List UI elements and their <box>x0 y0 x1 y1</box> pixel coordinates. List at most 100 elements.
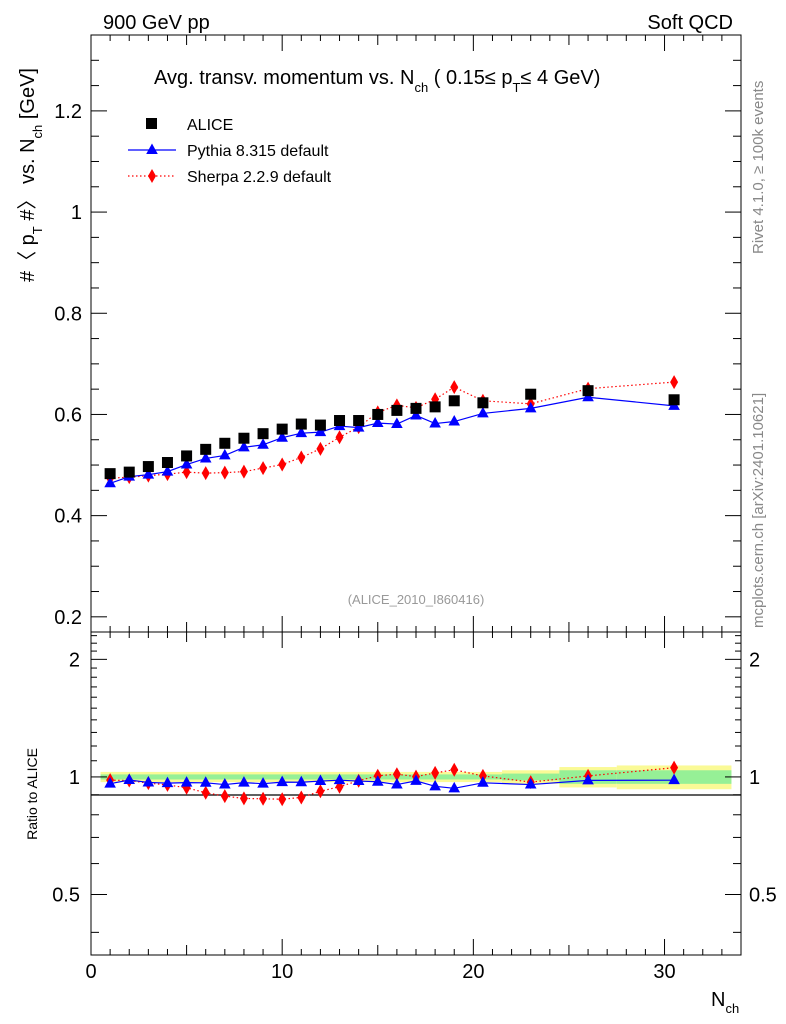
alice-point <box>525 388 537 400</box>
main-y-tick-labels: 0.2 0.4 0.6 0.8 1 1.2 <box>54 101 82 629</box>
alice-point <box>334 415 346 427</box>
ratio-pythia-point <box>104 777 116 788</box>
pythia-point <box>180 458 193 469</box>
ratio-pythia-point <box>582 773 594 785</box>
ratio-pythia-point <box>161 776 174 788</box>
alice-point <box>429 401 441 413</box>
ratio-pythia-point <box>257 777 269 788</box>
pythia-point <box>295 426 308 438</box>
alice-point <box>276 423 288 435</box>
main-panel: 0.2 0.4 0.6 0.8 1 1.2 Avg. transv. momentum v… <box>17 34 742 633</box>
pythia-point <box>524 401 537 413</box>
ratio-data-series <box>104 760 680 807</box>
ratio-sherpa-point <box>478 768 487 783</box>
sherpa-point <box>335 430 344 445</box>
sherpa-point <box>201 466 210 481</box>
pythia-point <box>429 417 441 428</box>
ratio-y-tick-label-right: 0.5 <box>749 885 777 907</box>
ratio-pythia-point <box>314 774 327 786</box>
legend-pythia-label: Pythia 8.315 default <box>187 143 329 160</box>
ratio-frame <box>90 631 742 956</box>
analysis-watermark: (ALICE_2010_I860416) <box>348 592 485 607</box>
alice-point <box>391 404 403 416</box>
x-tick-label: 30 <box>653 961 675 983</box>
pythia-point <box>314 425 327 437</box>
main-title: Avg. transv. momentum vs. Nch ( 0.15≤ pT… <box>154 67 600 95</box>
header-right: Soft QCD <box>647 12 733 34</box>
alice-point <box>104 468 116 480</box>
ratio-sherpa-point <box>392 767 401 782</box>
legend: ALICE Pythia 8.315 default Sherpa 2.2.9 … <box>128 117 332 186</box>
ratio-pythia-point <box>333 773 346 785</box>
ratio-sherpa-point <box>450 762 459 777</box>
alice-point <box>353 415 365 427</box>
alice-point <box>219 437 231 449</box>
alice-point <box>448 395 460 407</box>
main-y-axis-label: #〈 pT #〉 vs. Nch [GeV] <box>17 68 45 282</box>
alice-point <box>123 466 135 478</box>
alice-point <box>477 397 489 409</box>
ratio-ticks <box>90 632 742 955</box>
ratio-panel: 0.5 0.5 1 1 2 2 0 10 20 30 Ratio to ALICE Nch <box>24 631 777 1016</box>
ratio-y-tick-label-right: 2 <box>749 649 760 671</box>
alice-point <box>142 461 154 473</box>
alice-point <box>314 419 326 431</box>
alice-point <box>257 428 269 440</box>
sherpa-point <box>259 461 268 476</box>
sherpa-line <box>110 381 675 479</box>
ratio-pythia-point <box>524 778 537 789</box>
pythia-point <box>199 451 212 463</box>
ratio-pythia-point <box>199 776 212 787</box>
legend-sherpa-marker <box>148 169 156 183</box>
pythia-point <box>104 476 116 488</box>
ratio-pythia-point <box>477 776 489 787</box>
legend-pythia-marker <box>146 143 158 154</box>
alice-point <box>372 408 384 420</box>
pythia-point <box>161 465 174 476</box>
alice-point <box>582 385 594 397</box>
legend-sherpa-label: Sherpa 2.2.9 default <box>187 169 332 186</box>
pythia-point <box>448 415 461 426</box>
ratio-sherpa-point <box>201 785 210 800</box>
sherpa-point <box>220 465 229 480</box>
sherpa-point <box>182 465 191 480</box>
pythia-point <box>257 438 269 449</box>
ratio-sherpa-point <box>220 789 229 804</box>
ratio-y-tick-label-right: 1 <box>749 767 760 789</box>
pythia-point <box>238 440 250 452</box>
header-left: 900 GeV pp <box>103 12 210 34</box>
x-tick-label: 20 <box>462 961 484 983</box>
x-axis-label: Nch <box>711 989 739 1016</box>
ratio-pythia-point <box>448 781 461 793</box>
ratio-pythia-point <box>123 773 136 785</box>
x-tick-labels: 0 10 20 30 <box>85 961 675 983</box>
pythia-point <box>391 417 403 429</box>
ratio-pythia-point <box>668 773 680 785</box>
legend-alice-marker <box>146 118 157 129</box>
ratio-pythia-point <box>429 779 441 791</box>
ratio-pythia-point <box>238 776 250 787</box>
pythia-point <box>142 468 155 479</box>
ratio-y-tick-label: 1 <box>69 767 80 789</box>
pythia-point <box>477 406 489 418</box>
main-y-tick-label: 0.8 <box>54 303 82 325</box>
ratio-pythia-point <box>180 776 193 787</box>
sherpa-point <box>450 380 459 395</box>
alice-point <box>238 432 250 444</box>
ratio-sherpa-point <box>297 790 306 805</box>
main-y-tick-label: 1 <box>71 202 82 224</box>
ratio-pythia-point <box>410 774 422 785</box>
rivet-version-text: Rivet 4.1.0, ≥ 100k events <box>750 81 767 254</box>
ratio-pythia-point <box>295 775 308 787</box>
legend-alice-label: ALICE <box>187 117 233 134</box>
ratio-sherpa-point <box>259 791 268 806</box>
ratio-pythia-point <box>219 778 231 789</box>
sherpa-point <box>239 464 248 479</box>
sherpa-point <box>278 457 287 472</box>
mcplots-url-text: mcplots.cern.ch [arXiv:2401.10621] <box>750 393 767 628</box>
ratio-sherpa-point <box>431 765 440 780</box>
ratio-y-tick-label: 0.5 <box>52 885 80 907</box>
ratio-sherpa-point <box>239 791 248 806</box>
x-tick-label: 10 <box>271 961 293 983</box>
